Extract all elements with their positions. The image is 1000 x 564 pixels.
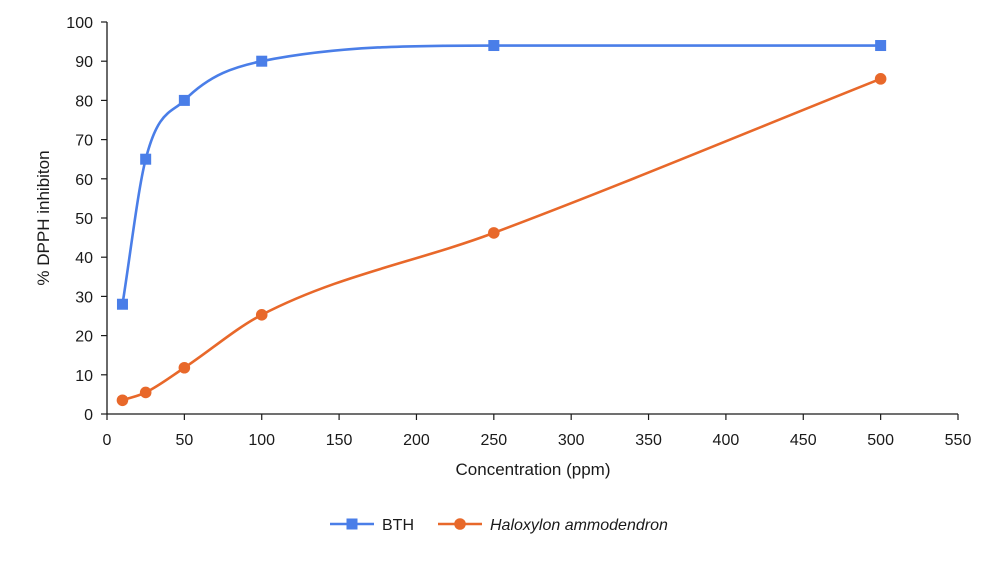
y-axis-title: % DPPH inhibiton bbox=[34, 150, 53, 285]
x-tick-label: 550 bbox=[945, 432, 972, 449]
data-point-marker bbox=[875, 40, 887, 52]
x-axis-title: Concentration (ppm) bbox=[456, 460, 611, 479]
series-1 bbox=[116, 40, 887, 310]
legend-swatch-marker bbox=[346, 518, 358, 530]
data-point-marker bbox=[874, 73, 887, 85]
data-point-marker bbox=[255, 309, 268, 321]
legend-label: Haloxylon ammodendron bbox=[490, 517, 668, 534]
y-tick-label: 90 bbox=[75, 54, 93, 71]
legend-label: BTH bbox=[382, 517, 414, 534]
data-point-marker bbox=[178, 94, 190, 106]
data-point-marker bbox=[178, 361, 191, 374]
data-point-marker bbox=[140, 153, 152, 165]
legend-swatch-marker bbox=[454, 518, 466, 530]
y-tick-label: 10 bbox=[75, 368, 93, 385]
x-tick-label: 100 bbox=[248, 432, 275, 449]
x-tick-label: 200 bbox=[403, 432, 430, 449]
x-tick-label: 300 bbox=[558, 432, 585, 449]
legend-item: Haloxylon ammodendron bbox=[438, 517, 668, 534]
y-tick-label: 80 bbox=[75, 93, 93, 110]
data-point-marker bbox=[488, 227, 500, 239]
series-2 bbox=[116, 73, 887, 407]
y-tick-label: 60 bbox=[75, 172, 93, 189]
data-point-marker bbox=[256, 55, 268, 67]
series-line bbox=[121, 44, 882, 306]
x-tick-label: 500 bbox=[867, 432, 894, 449]
x-tick-label: 150 bbox=[326, 432, 353, 449]
plot-area bbox=[116, 40, 887, 407]
x-ticks: 0 50 100 150 200 250 300 350 400 450 500 550 bbox=[103, 414, 972, 449]
legend-item: BTH bbox=[330, 517, 414, 534]
y-ticks: 0 10 20 30 40 50 60 70 80 90 100 bbox=[66, 15, 107, 424]
y-tick-label: 70 bbox=[75, 133, 93, 150]
legend: BTH Haloxylon ammodendron bbox=[330, 517, 668, 534]
y-tick-label: 100 bbox=[66, 15, 93, 32]
y-tick-label: 0 bbox=[84, 407, 93, 424]
data-point-marker bbox=[139, 386, 152, 399]
y-tick-label: 40 bbox=[75, 250, 93, 267]
x-tick-label: 0 bbox=[103, 432, 112, 449]
y-tick-label: 30 bbox=[75, 289, 93, 306]
x-tick-label: 450 bbox=[790, 432, 817, 449]
data-point-marker bbox=[488, 40, 500, 52]
data-point-marker bbox=[116, 394, 129, 407]
x-tick-label: 400 bbox=[713, 432, 740, 449]
series-line bbox=[121, 77, 882, 402]
x-tick-label: 350 bbox=[635, 432, 662, 449]
y-tick-label: 50 bbox=[75, 211, 93, 228]
x-tick-label: 250 bbox=[480, 432, 507, 449]
y-tick-label: 20 bbox=[75, 329, 93, 346]
data-point-marker bbox=[116, 298, 128, 310]
x-tick-label: 50 bbox=[175, 432, 193, 449]
